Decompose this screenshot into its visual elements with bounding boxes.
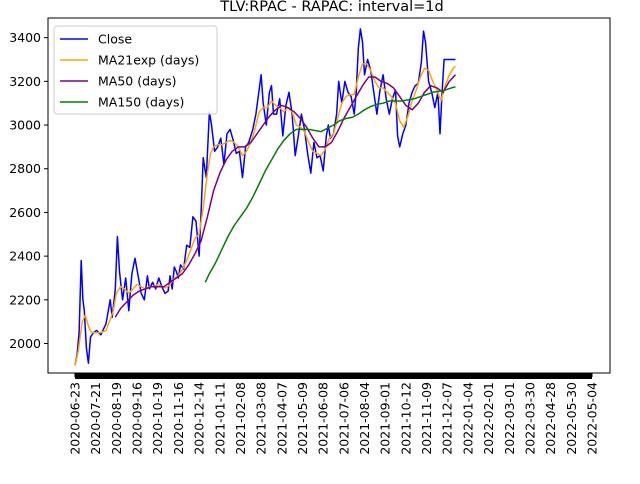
y-tick-label: 2400 (9, 249, 41, 264)
y-tick-label: 2600 (9, 205, 41, 220)
series-line-ma50-days (114, 74, 457, 318)
x-tick-label: 2021-12-07 (440, 382, 455, 455)
series-layer (74, 28, 457, 366)
legend-box (53, 25, 218, 115)
x-tick-label: 2020-09-16 (130, 382, 145, 455)
x-tick-label: 2020-06-23 (68, 382, 83, 455)
x-tick-label: 2021-03-08 (254, 382, 269, 455)
y-tick-label: 2200 (9, 292, 41, 307)
x-tick-label: 2020-08-19 (109, 382, 124, 455)
series-line-ma21exp-days (74, 63, 457, 366)
x-axis: 2020-06-23 2020-07-21 2020-08-19 2020-09-16… (68, 373, 600, 455)
x-tick-label: 2021-10-12 (398, 382, 413, 455)
x-tick-label: 2022-01-04 (460, 382, 475, 455)
x-tick-label: 2021-02-08 (233, 382, 248, 455)
x-tick-label: 2022-05-30 (564, 382, 579, 455)
x-tick-label: 2021-04-07 (274, 382, 289, 455)
y-tick-label: 2800 (9, 161, 41, 176)
series-line-ma150-days (204, 86, 456, 283)
legend: Close MA21exp (days) MA50 (days) MA150 (day… (53, 25, 218, 115)
y-tick-label: 2000 (9, 336, 41, 351)
x-tick-label: 2020-07-21 (88, 382, 103, 455)
y-tick-label: 3000 (9, 118, 41, 133)
legend-label: MA150 (days) (98, 95, 184, 110)
x-tick-band (75, 373, 592, 379)
chart-title: TLV:RPAC - RAPAC: interval=1d (219, 0, 443, 15)
series-line-close (74, 28, 456, 366)
x-tick-label: 2021-08-04 (357, 382, 372, 455)
x-tick-label: 2022-04-28 (543, 382, 558, 455)
x-tick-label: 2021-06-08 (316, 382, 331, 455)
x-tick-label: 2021-01-11 (212, 382, 227, 455)
x-tick-label: 2020-10-19 (150, 382, 165, 455)
x-tick-label: 2021-07-06 (336, 382, 351, 455)
legend-label: MA50 (days) (98, 74, 176, 89)
y-axis: 2000 2200 2400 2600 2800 3000 3200 3400 (9, 30, 48, 351)
x-tick-label: 2022-02-01 (481, 382, 496, 455)
x-tick-label: 2022-05-04 (585, 382, 600, 455)
x-tick-label: 2020-12-14 (192, 382, 207, 455)
x-tick-label: 2020-11-16 (171, 382, 186, 455)
legend-label: MA21exp (days) (98, 53, 199, 68)
x-tick-label: 2021-11-09 (419, 382, 434, 455)
y-tick-label: 3400 (9, 30, 41, 45)
legend-label: Close (98, 32, 132, 47)
x-tick-label: 2022-03-30 (523, 382, 538, 455)
y-tick-label: 3200 (9, 74, 41, 89)
x-tick-label: 2021-05-09 (295, 382, 310, 455)
x-tick-label: 2021-09-01 (378, 382, 393, 455)
x-tick-label: 2022-03-01 (502, 382, 517, 455)
